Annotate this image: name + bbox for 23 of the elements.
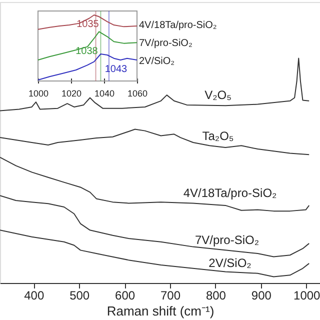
ref-line-label: 1038 [76,46,98,57]
x-tick-label: 500 [70,288,90,302]
ref-line-label: 1035 [76,19,100,30]
series-label: 7V/pro-SiO₂ [194,233,260,247]
x-tick-label: 1040 [94,88,115,98]
x-tick-label: 800 [206,288,226,302]
x-tick-label: 1020 [61,88,82,98]
series-label: 4V/18Ta/pro-SiO₂ [139,20,217,31]
x-axis-title: Raman shift (cm⁻¹) [106,304,214,318]
series-label: 2V/SiO₂ [208,256,252,270]
x-tick-label: 700 [160,288,181,302]
x-tick-label: 400 [24,288,44,302]
x-tick-label: 1060 [127,88,148,98]
x-tick-label: 1000 [28,88,49,98]
x-tick-label: 1000 [294,288,320,302]
series-label: V₂O₅ [204,88,232,102]
ref-line-label: 1043 [104,64,128,75]
series-label: 7V/pro-SiO₂ [139,38,192,49]
series-label: 4V/18Ta/pro-SiO₂ [183,186,278,200]
x-tick-label: 600 [115,288,136,302]
series-label: 2V/SiO₂ [139,56,175,67]
series-label: Ta₂O₅ [202,129,234,143]
x-tick-label: 900 [251,288,272,302]
